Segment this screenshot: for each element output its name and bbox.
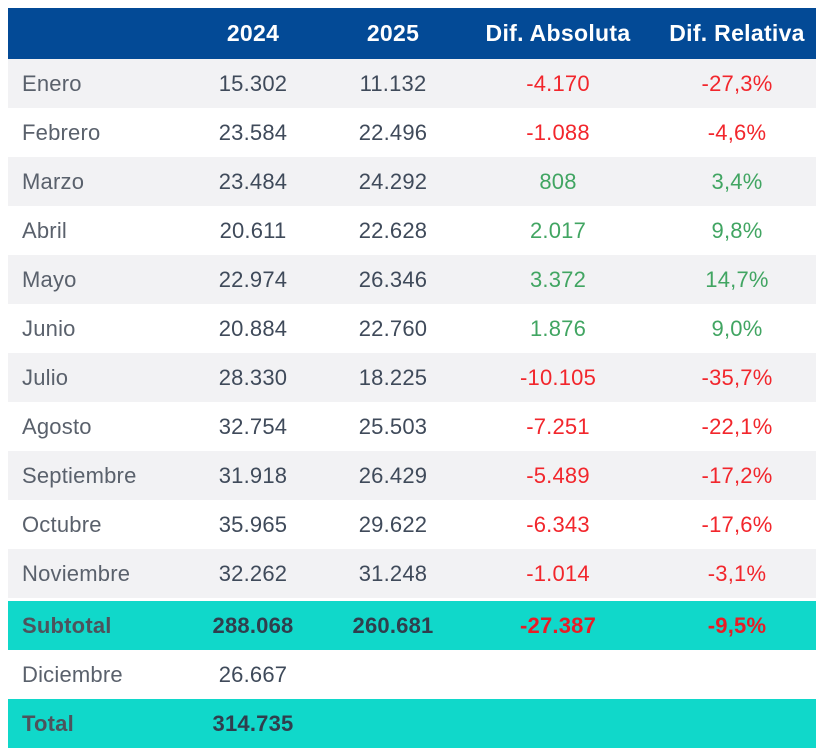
value-2025-cell: 24.292 xyxy=(328,157,458,206)
value-2024-cell: 26.667 xyxy=(218,661,288,687)
dif-relativa-cell: -17,6% xyxy=(701,511,773,537)
value-2025-cell: 260.681 xyxy=(328,598,458,650)
dif-relativa-cell: -35,7% xyxy=(658,353,816,402)
table-row-septiembre: Septiembre 31.918 26.429 -5.489 -17,2% xyxy=(8,451,816,500)
value-2025-cell: 26.429 xyxy=(328,451,458,500)
table-row-abril: Abril 20.611 22.628 2.017 9,8% xyxy=(8,206,816,255)
dif-relativa-cell: -27,3% xyxy=(658,59,816,108)
month-cell: Junio xyxy=(22,315,76,341)
column-header-2024: 2024 xyxy=(178,8,328,59)
value-2024-cell: 288.068 xyxy=(178,598,328,650)
dif-absoluta-cell: 3.372 xyxy=(458,255,658,304)
value-2024-cell: 22.974 xyxy=(178,255,328,304)
month-cell: Mayo xyxy=(8,255,178,304)
month-cell: Agosto xyxy=(22,413,92,439)
dif-relativa-cell: 9,0% xyxy=(711,315,763,341)
value-2024-cell: 15.302 xyxy=(178,59,328,108)
value-2025-cell: 18.225 xyxy=(328,353,458,402)
dif-absoluta-cell: -1.088 xyxy=(526,119,590,145)
dif-relativa-cell: 14,7% xyxy=(658,255,816,304)
table-row-octubre: Octubre 35.965 29.622 -6.343 -17,6% xyxy=(8,500,816,549)
month-cell: Julio xyxy=(8,353,178,402)
dif-relativa-cell: -4,6% xyxy=(707,119,767,145)
table-row-diciembre: Diciembre 26.667 xyxy=(8,650,816,699)
value-2024-cell: 32.754 xyxy=(218,413,288,439)
dif-absoluta-cell: -7.251 xyxy=(526,413,590,439)
dif-absoluta-cell xyxy=(458,699,658,748)
table-row-julio: Julio 28.330 18.225 -10.105 -35,7% xyxy=(8,353,816,402)
value-2024-cell: 20.611 xyxy=(219,217,287,243)
month-cell: Diciembre xyxy=(22,661,123,687)
dif-absoluta-cell: -5.489 xyxy=(458,451,658,500)
value-2025-cell: 26.346 xyxy=(328,255,458,304)
value-2025-cell: 22.496 xyxy=(358,119,428,145)
value-2024-cell: 35.965 xyxy=(218,511,288,537)
value-2024-cell: 23.484 xyxy=(178,157,328,206)
dif-relativa-cell xyxy=(658,650,816,699)
value-2024-cell: 314.735 xyxy=(178,699,328,748)
dif-absoluta-cell: -4.170 xyxy=(458,59,658,108)
dif-absoluta-cell: 1.876 xyxy=(529,315,587,341)
dif-absoluta-cell: -10.105 xyxy=(458,353,658,402)
table-row-mayo: Mayo 22.974 26.346 3.372 14,7% xyxy=(8,255,816,304)
dif-absoluta-cell: -27.387 xyxy=(458,598,658,650)
total-row: Total 314.735 xyxy=(8,699,816,748)
column-header-dif-relativa: Dif. Relativa xyxy=(658,8,816,59)
value-2025-cell xyxy=(328,650,458,699)
dif-absoluta-cell: 808 xyxy=(458,157,658,206)
value-2025-cell: 22.760 xyxy=(358,315,428,341)
dif-relativa-cell: 3,4% xyxy=(658,157,816,206)
dif-relativa-cell: -22,1% xyxy=(701,413,773,439)
table-row-junio: Junio 20.884 22.760 1.876 9,0% xyxy=(8,304,816,353)
table-row-febrero: Febrero 23.584 22.496 -1.088 -4,6% xyxy=(8,108,816,157)
dif-relativa-cell: -3,1% xyxy=(658,549,816,600)
month-cell: Septiembre xyxy=(8,451,178,500)
value-2024-cell: 32.262 xyxy=(178,549,328,600)
subtotal-label: Subtotal xyxy=(8,598,178,650)
dif-absoluta-cell: -1.014 xyxy=(458,549,658,600)
month-cell: Marzo xyxy=(8,157,178,206)
value-2025-cell: 31.248 xyxy=(328,549,458,600)
column-header-dif-absoluta: Dif. Absoluta xyxy=(458,8,658,59)
value-2024-cell: 28.330 xyxy=(178,353,328,402)
month-cell: Octubre xyxy=(22,511,102,537)
value-2024-cell: 31.918 xyxy=(178,451,328,500)
value-2025-cell xyxy=(328,699,458,748)
subtotal-row: Subtotal 288.068 260.681 -27.387 -9,5% xyxy=(8,598,816,650)
dif-absoluta-cell: 2.017 xyxy=(529,217,587,243)
month-cell: Abril xyxy=(22,217,68,243)
month-cell: Enero xyxy=(8,59,178,108)
monthly-comparison-table: 2024 2025 Dif. Absoluta Dif. Relativa En… xyxy=(8,8,816,748)
table-row-noviembre: Noviembre 32.262 31.248 -1.014 -3,1% xyxy=(8,549,816,600)
month-cell: Noviembre xyxy=(8,549,178,600)
column-header-month xyxy=(8,8,178,59)
dif-relativa-cell xyxy=(658,699,816,748)
dif-absoluta-cell: -6.343 xyxy=(526,511,590,537)
dif-relativa-cell: -17,2% xyxy=(658,451,816,500)
value-2024-cell: 23.584 xyxy=(218,119,288,145)
month-cell: Febrero xyxy=(22,119,101,145)
value-2025-cell: 25.503 xyxy=(358,413,428,439)
value-2025-cell: 29.622 xyxy=(358,511,428,537)
table-row-agosto: Agosto 32.754 25.503 -7.251 -22,1% xyxy=(8,402,816,451)
table-row-marzo: Marzo 23.484 24.292 808 3,4% xyxy=(8,157,816,206)
value-2024-cell: 20.884 xyxy=(218,315,288,341)
value-2025-cell: 22.628 xyxy=(358,217,428,243)
column-header-2025: 2025 xyxy=(328,8,458,59)
dif-absoluta-cell xyxy=(458,650,658,699)
value-2025-cell: 11.132 xyxy=(328,59,458,108)
table-row-enero: Enero 15.302 11.132 -4.170 -27,3% xyxy=(8,59,816,108)
total-label: Total xyxy=(8,699,178,748)
dif-relativa-cell: 9,8% xyxy=(711,217,763,243)
dif-relativa-cell: -9,5% xyxy=(658,598,816,650)
header-row: 2024 2025 Dif. Absoluta Dif. Relativa xyxy=(8,8,816,59)
